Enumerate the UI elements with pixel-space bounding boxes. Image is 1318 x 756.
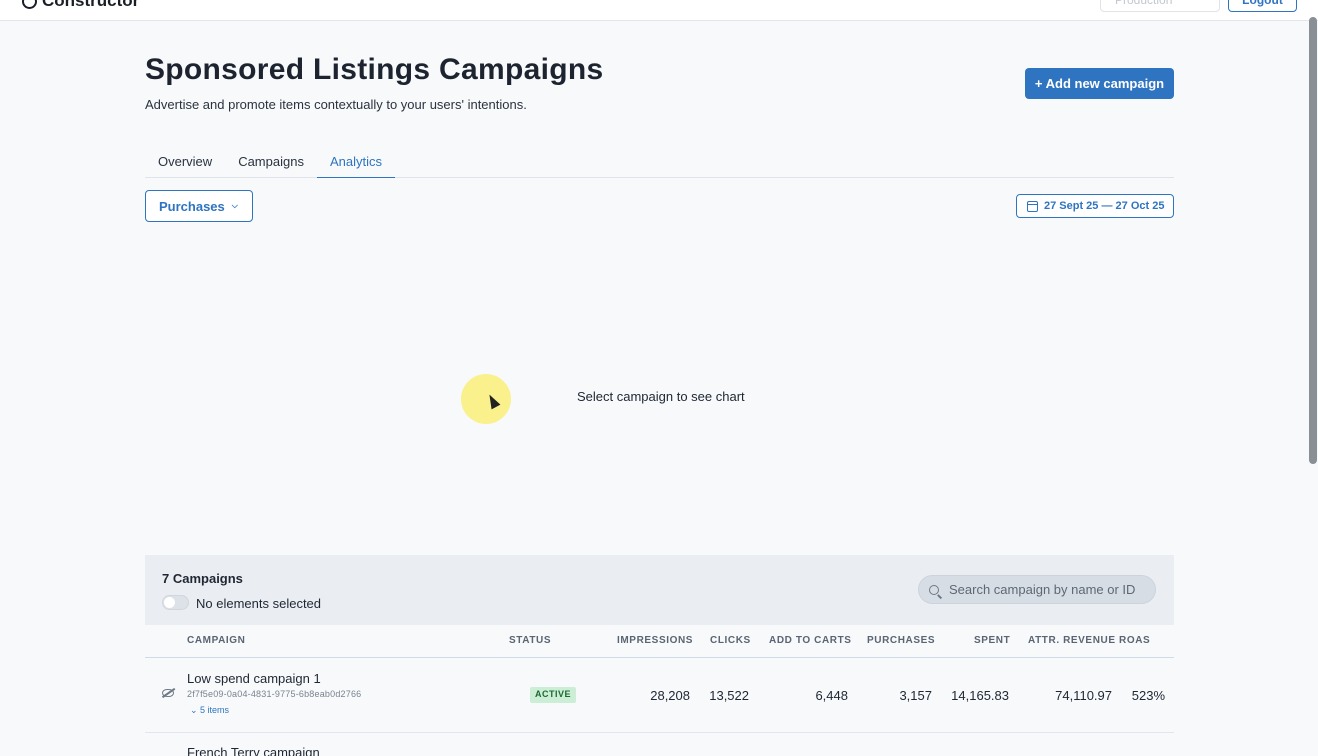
column-clicks[interactable]: CLICKS <box>710 635 751 646</box>
page-scrollbar[interactable] <box>1308 17 1318 756</box>
date-range-button[interactable]: 27 Sept 25 — 27 Oct 25 <box>1016 194 1174 218</box>
scrollbar-thumb[interactable] <box>1309 17 1317 464</box>
column-status[interactable]: STATUS <box>509 635 552 646</box>
select-toggle[interactable] <box>162 595 189 610</box>
environment-select[interactable]: Production <box>1100 0 1220 12</box>
column-add-to-carts[interactable]: ADD TO CARTS <box>769 635 852 646</box>
tab-campaigns[interactable]: Campaigns <box>238 154 304 169</box>
column-purchases[interactable]: PURCHASES <box>867 635 936 646</box>
status-badge: ACTIVE <box>530 687 577 703</box>
tab-bar: Overview Campaigns Analytics <box>145 145 1174 178</box>
items-count: 5 items <box>200 705 230 715</box>
clicks-value: 13,522 <box>709 688 749 703</box>
logo[interactable]: Constructor <box>22 0 139 11</box>
purchases-value: 3,157 <box>899 688 932 703</box>
items-toggle-link[interactable]: ⌄ 5 items <box>190 705 230 715</box>
metric-dropdown-label: Purchases <box>159 198 225 214</box>
tab-analytics[interactable]: Analytics <box>316 145 395 178</box>
table-header: CAMPAIGN STATUS IMPRESSIONS CLICKS ADD T… <box>145 625 1174 658</box>
campaign-id: 2f7f5e09-0a04-4831-9775-6b8eab0d2766 <box>187 689 362 699</box>
table-row[interactable]: Low spend campaign 1 2f7f5e09-0a04-4831-… <box>145 658 1174 733</box>
campaign-name[interactable]: French Terry campaign <box>187 745 320 756</box>
table-row[interactable]: French Terry campaign <box>145 733 1174 756</box>
tab-overview[interactable]: Overview <box>158 154 213 169</box>
toggle-knob <box>164 597 175 608</box>
impressions-value: 28,208 <box>650 688 690 703</box>
page-subtitle: Advertise and promote items contextually… <box>145 97 527 112</box>
top-bar: Constructor Production Logout <box>0 0 1318 21</box>
cursor-highlight <box>461 374 511 424</box>
logout-button[interactable]: Logout <box>1228 0 1297 12</box>
campaign-name[interactable]: Low spend campaign 1 <box>187 671 321 686</box>
column-spent[interactable]: SPENT <box>974 635 1011 646</box>
selection-label: No elements selected <box>196 596 322 611</box>
search-icon <box>929 584 939 595</box>
page-title: Sponsored Listings Campaigns <box>145 53 604 86</box>
attr-revenue-value: 74,110.97 <box>1055 688 1112 703</box>
spent-value: 14,165.83 <box>951 688 1009 703</box>
calendar-icon <box>1027 200 1038 212</box>
column-attr-revenue[interactable]: ATTR. REVENUE <box>1028 635 1116 646</box>
column-impressions[interactable]: IMPRESSIONS <box>617 635 694 646</box>
column-campaign[interactable]: CAMPAIGN <box>187 635 246 646</box>
chevron-down-icon: ⌵ <box>231 201 238 210</box>
campaign-count: 7 Campaigns <box>162 571 243 586</box>
date-range-label: 27 Sept 25 — 27 Oct 25 <box>1044 200 1165 212</box>
add-to-carts-value: 6,448 <box>815 688 848 703</box>
logo-text: Constructor <box>42 0 140 10</box>
campaign-search[interactable] <box>918 575 1156 604</box>
eye-slash-icon[interactable] <box>162 689 174 697</box>
metric-dropdown[interactable]: Purchases ⌵ <box>145 190 253 222</box>
search-input[interactable] <box>949 582 1149 597</box>
column-roas[interactable]: ROAS <box>1119 635 1151 646</box>
roas-value: 523% <box>1131 688 1165 703</box>
chart-empty-message: Select campaign to see chart <box>577 389 745 404</box>
table-toolbar: 7 Campaigns No elements selected <box>145 555 1174 625</box>
add-campaign-button[interactable]: + Add new campaign <box>1025 68 1174 99</box>
logo-icon <box>22 0 37 9</box>
